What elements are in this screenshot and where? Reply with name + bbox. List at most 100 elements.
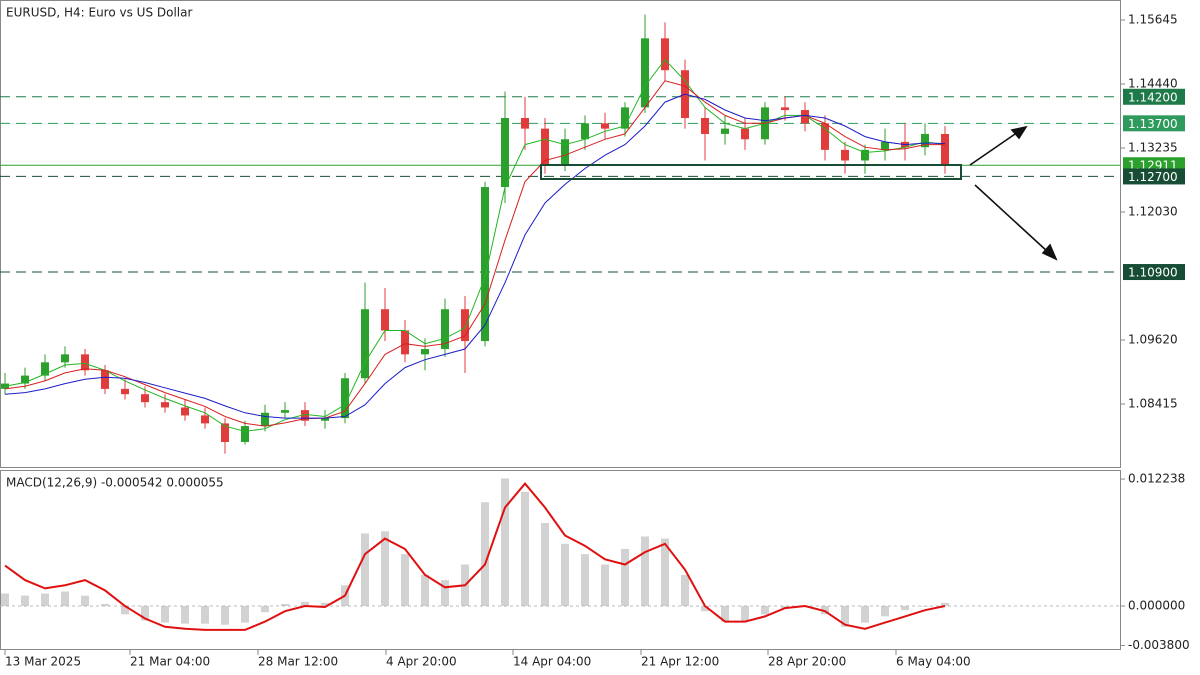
support-zone [540,164,962,180]
x-tick-label: 21 Mar 04:00 [130,655,210,669]
candle-body [1,383,9,389]
candle-body [21,375,29,384]
histogram-bar [781,606,789,609]
chart-title: EURUSD, H4: Euro vs US Dollar [6,6,192,20]
level-label-box [1123,264,1185,281]
histogram-bar [321,602,329,607]
candle-body [301,410,309,421]
candle-body [441,309,449,350]
histogram-bar [681,574,689,607]
histogram-bar [941,602,949,607]
histogram-bar [241,606,249,623]
candle-body [661,38,669,71]
histogram-bar [301,601,309,607]
arrow-up [969,131,1019,166]
level-label: 1.12700 [1128,170,1178,184]
candle-body [581,123,589,140]
level-label: 1.10900 [1128,266,1178,280]
histogram-bar [101,603,109,607]
histogram-bar [701,606,709,612]
y-tick-label: 1.12030 [1128,205,1178,219]
candle-body [261,412,269,427]
candle-body [281,410,289,413]
histogram-bar [261,606,269,613]
scenario-arrows [969,125,1058,261]
histogram-bar [201,606,209,624]
candle-body [621,107,629,129]
line [4,80,945,427]
histogram-bar [141,606,149,621]
line [4,482,946,631]
candle-body [401,330,409,355]
histogram-bar [381,531,389,607]
arrow-head [1010,125,1028,140]
level-label-box [1123,88,1185,105]
candle-body [781,107,789,111]
arrow-down [974,184,1049,253]
histogram-bar [621,548,629,607]
y-tick-label: 1.09620 [1128,333,1178,347]
histogram-bar [901,606,909,611]
candle-body [561,139,569,166]
macd-title: MACD(12,26,9) -0.000542 0.000055 [6,476,224,490]
candle-body [861,149,869,161]
x-tick-label: 21 Apr 12:00 [641,655,719,669]
candle-body [41,362,49,376]
histogram-bar [601,564,609,607]
level-label-box [1123,115,1185,132]
candle-body [821,123,829,150]
candle-body [921,133,929,148]
histogram-bar [161,606,169,623]
candle-body [201,415,209,424]
candle-body [81,354,89,371]
histogram-bar [881,606,889,617]
candle-body [341,378,349,419]
candle-body [61,354,69,363]
line [4,58,946,432]
candle-body [461,309,469,342]
histogram-bar [721,606,729,622]
candle-body [161,402,169,408]
x-tick-label: 28 Apr 20:00 [768,655,846,669]
macd-pane [0,470,1121,650]
candle-body [841,149,849,161]
histogram-bar [61,591,69,607]
histogram-bar [281,603,289,607]
candle-body [521,118,529,129]
histogram-bar [861,606,869,623]
candle-body [741,128,749,140]
histogram-bar [121,606,129,615]
histogram-bar [361,533,369,607]
candle-body [721,128,729,134]
candle-body [181,407,189,416]
histogram-bar [761,606,769,615]
candle-body [241,426,249,442]
histogram-bar [821,606,829,615]
candle-body [601,123,609,129]
y-tick-label: 1.08415 [1128,397,1178,411]
histogram-bar [661,538,669,607]
line [4,93,946,419]
candle-body [801,110,809,124]
histogram-bar [501,478,509,607]
histogram-bar [841,606,849,627]
y-tick-label: 0.000000 [1128,599,1185,613]
y-tick-label: 1.14440 [1128,77,1178,91]
x-tick-label: 4 Apr 20:00 [386,655,457,669]
histogram-bar [421,574,429,607]
histogram-bar [561,543,569,607]
y-tick-label: 1.15645 [1128,13,1178,27]
histogram-bar [481,502,489,607]
histogram-bar [581,554,589,607]
candle-body [361,309,369,379]
histogram-bar [541,523,549,607]
candle-body [641,38,649,108]
y-tick-label: 1.13235 [1128,141,1178,155]
plot: 1.15645 1.14440 1.13235 1.12030 1.09620 1.084… [0,13,1190,669]
histogram-bar [441,580,449,607]
level-label: 1.14200 [1128,90,1178,104]
candle-body [541,128,549,166]
candle-body [141,394,149,403]
x-tick-label: 6 May 04:00 [896,655,971,669]
